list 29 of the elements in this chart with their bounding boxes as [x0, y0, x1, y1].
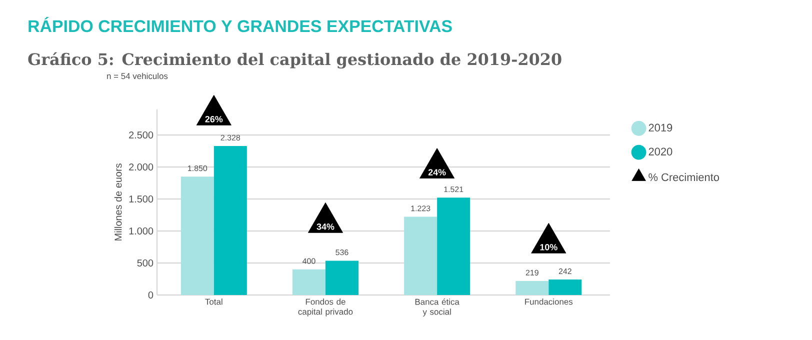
bar — [516, 280, 549, 295]
legend-label: 2020 — [648, 148, 672, 156]
bar — [404, 216, 438, 295]
y-tick-label: 1.500 — [129, 195, 154, 203]
chart-subtitle: Gráfico 5: Crecimiento del capital gestionado de 2019-2020 — [28, 52, 562, 69]
x-tick-label: Total — [205, 298, 222, 305]
annotation: 10% — [540, 244, 558, 250]
x-tick-label: Fondos de capital privado — [298, 298, 353, 316]
y-tick-label: 500 — [137, 259, 154, 267]
bar — [437, 198, 470, 295]
y-tick-label: 2.000 — [129, 163, 154, 171]
y-tick-label: 2.500 — [129, 131, 154, 139]
bar — [292, 269, 326, 295]
legend-label: % Crecimiento — [648, 173, 720, 182]
y-axis-title: Millones de euors — [114, 164, 122, 240]
bar — [214, 146, 247, 295]
annotation: 26% — [205, 116, 223, 122]
annotation: 34% — [316, 223, 334, 230]
bar — [325, 260, 358, 295]
y-tick-label: 0 — [148, 291, 154, 299]
y-tick-label: 1.000 — [129, 227, 154, 235]
x-tick-label: Banca ética y social — [415, 298, 460, 316]
x-tick-label: Fundaciones — [525, 298, 573, 305]
chart-title: RÁPIDO CRECIMIENTO Y GRANDES EXPECTATIVAS — [28, 16, 452, 32]
legend-label: 2019 — [648, 124, 672, 132]
text: n = 54 vehiculos — [107, 72, 168, 80]
bar — [180, 176, 214, 295]
bar — [548, 280, 582, 295]
annotation: 24% — [428, 169, 446, 176]
